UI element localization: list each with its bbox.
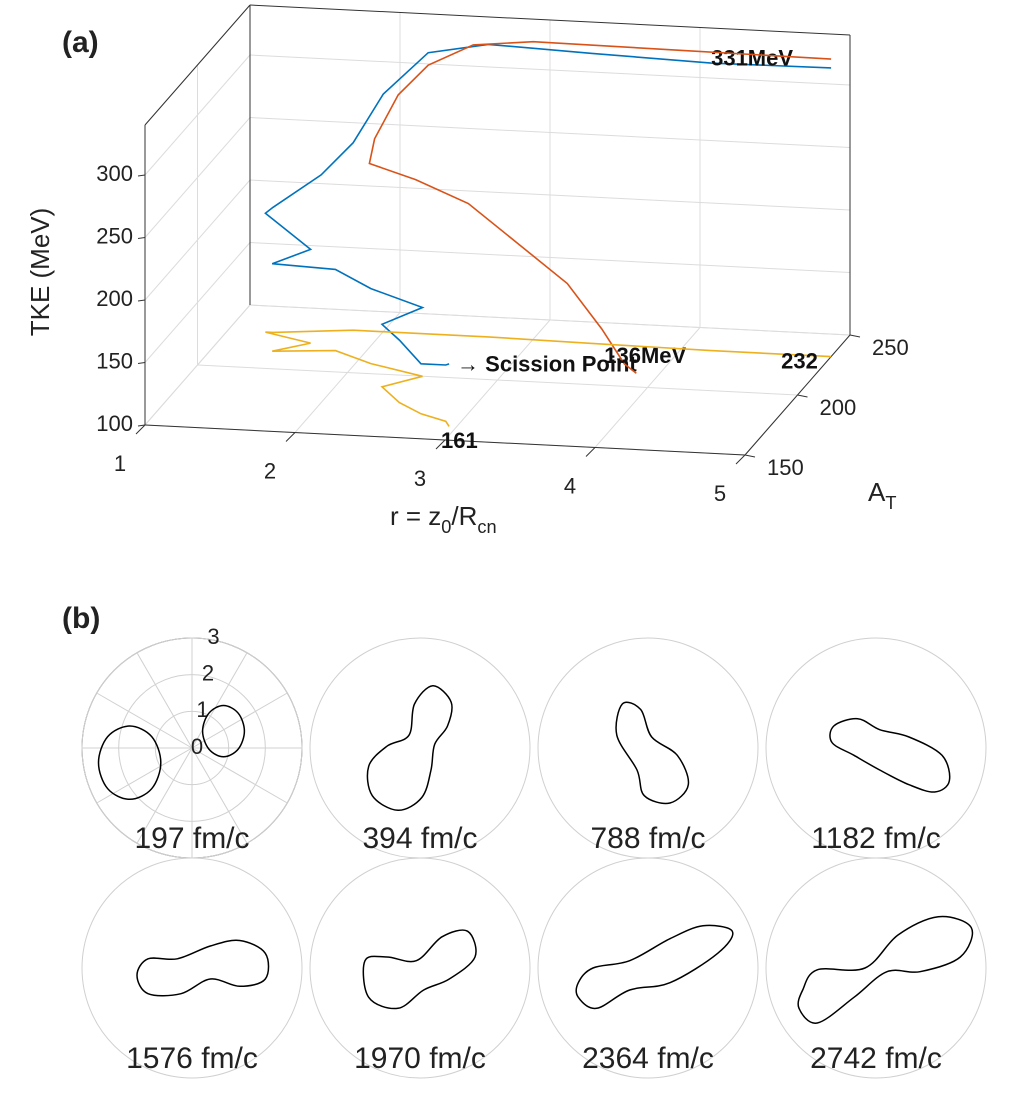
r-grid-line xyxy=(154,710,230,786)
panel-label: (b) xyxy=(62,602,100,635)
axis-line xyxy=(249,4,851,36)
grid-line xyxy=(249,54,851,86)
z-tick-label: 250 xyxy=(96,223,133,248)
grid-line xyxy=(144,179,251,301)
value-label: 161 xyxy=(441,428,478,453)
theta-grid-line xyxy=(191,747,248,844)
x-tick-label: 3 xyxy=(414,466,426,491)
time-label: 2742 fm/c xyxy=(810,1042,942,1075)
grid-line xyxy=(249,242,851,273)
a-tick-label: 250 xyxy=(872,335,909,360)
grid-line xyxy=(249,117,851,148)
tick-mark xyxy=(137,174,146,177)
r-grid-line xyxy=(118,674,266,822)
theta-grid-line xyxy=(191,747,288,804)
time-label: 1182 fm/c xyxy=(811,822,941,855)
x-tick-label: 5 xyxy=(714,481,726,506)
shape-contour xyxy=(615,701,690,805)
tick-mark xyxy=(797,394,808,398)
r-tick-label: 3 xyxy=(207,624,219,649)
x-axis-label-part: 0 xyxy=(441,517,451,537)
theta-grid-line xyxy=(136,747,193,844)
grid-line xyxy=(144,117,251,238)
theta-grid-line xyxy=(191,692,288,749)
a-axis-label-part: A xyxy=(868,477,886,507)
x-axis-label: r = z0/Rcn xyxy=(390,501,497,537)
panel-label: (a) xyxy=(62,26,99,59)
shape-contour xyxy=(797,915,974,1024)
theta-grid-line xyxy=(96,692,193,749)
tick-mark xyxy=(137,237,146,239)
time-label: 1970 fm/c xyxy=(354,1042,486,1075)
grid-line xyxy=(144,242,251,363)
r-tick-label: 2 xyxy=(202,660,214,685)
tick-mark xyxy=(744,454,756,458)
tick-mark xyxy=(135,424,146,435)
polar-frame xyxy=(309,857,531,1079)
z-tick-label: 300 xyxy=(96,161,133,186)
grid-line xyxy=(249,179,851,211)
tick-mark xyxy=(435,439,446,450)
z-tick-label: 200 xyxy=(96,286,133,311)
shape-contour xyxy=(97,704,246,801)
grid-line xyxy=(144,304,251,426)
grid-line xyxy=(197,364,798,396)
a-axis-label: AT xyxy=(868,477,896,513)
tick-mark xyxy=(849,334,861,338)
grid-line xyxy=(249,304,851,336)
time-label: 1576 fm/c xyxy=(126,1042,258,1075)
shape-contour xyxy=(136,939,270,997)
polar-frame xyxy=(81,857,303,1079)
x-axis-label-part: r = z xyxy=(390,501,441,531)
series-line xyxy=(265,329,832,427)
x-tick-label: 4 xyxy=(564,473,576,498)
x-axis-label-part: /R xyxy=(451,501,477,531)
series-line xyxy=(368,40,832,374)
time-label: 788 fm/c xyxy=(590,822,705,855)
theta-grid-line xyxy=(191,652,248,749)
shape-contour xyxy=(362,929,477,1010)
a-tick-label: 150 xyxy=(767,455,804,480)
shape-contour xyxy=(366,684,453,812)
r-tick-label: 1 xyxy=(196,697,208,722)
tick-mark xyxy=(585,447,596,457)
time-label: 2364 fm/c xyxy=(582,1042,714,1075)
shape-contour xyxy=(575,924,734,1010)
a-axis-label-part: T xyxy=(885,493,896,513)
time-label: 197 fm/c xyxy=(134,822,249,855)
polar-frame xyxy=(765,857,987,1079)
value-label: 232 xyxy=(781,348,818,373)
z-tick-label: 100 xyxy=(96,411,133,436)
r-tick-label: 0 xyxy=(191,734,203,759)
shape-contour xyxy=(829,717,951,793)
theta-grid-line xyxy=(136,652,193,749)
x-tick-label: 2 xyxy=(264,458,276,483)
value-label: 331MeV xyxy=(711,46,793,71)
axis-line xyxy=(144,4,251,126)
series-line xyxy=(264,43,832,366)
annotation: → Scission Point xyxy=(457,352,637,377)
x-tick-label: 1 xyxy=(114,451,126,476)
z-tick-label: 150 xyxy=(96,348,133,373)
z-axis-label: TKE (MeV) xyxy=(25,208,55,337)
grid-line xyxy=(144,54,251,176)
tick-mark xyxy=(137,299,146,302)
x-axis-label-part: cn xyxy=(477,517,496,537)
tick-mark xyxy=(735,454,746,465)
tick-mark xyxy=(137,362,146,364)
tick-mark xyxy=(137,424,146,427)
tick-mark xyxy=(285,432,296,442)
polar-frame xyxy=(537,857,759,1079)
time-label: 394 fm/c xyxy=(362,822,477,855)
a-tick-label: 200 xyxy=(820,395,857,420)
